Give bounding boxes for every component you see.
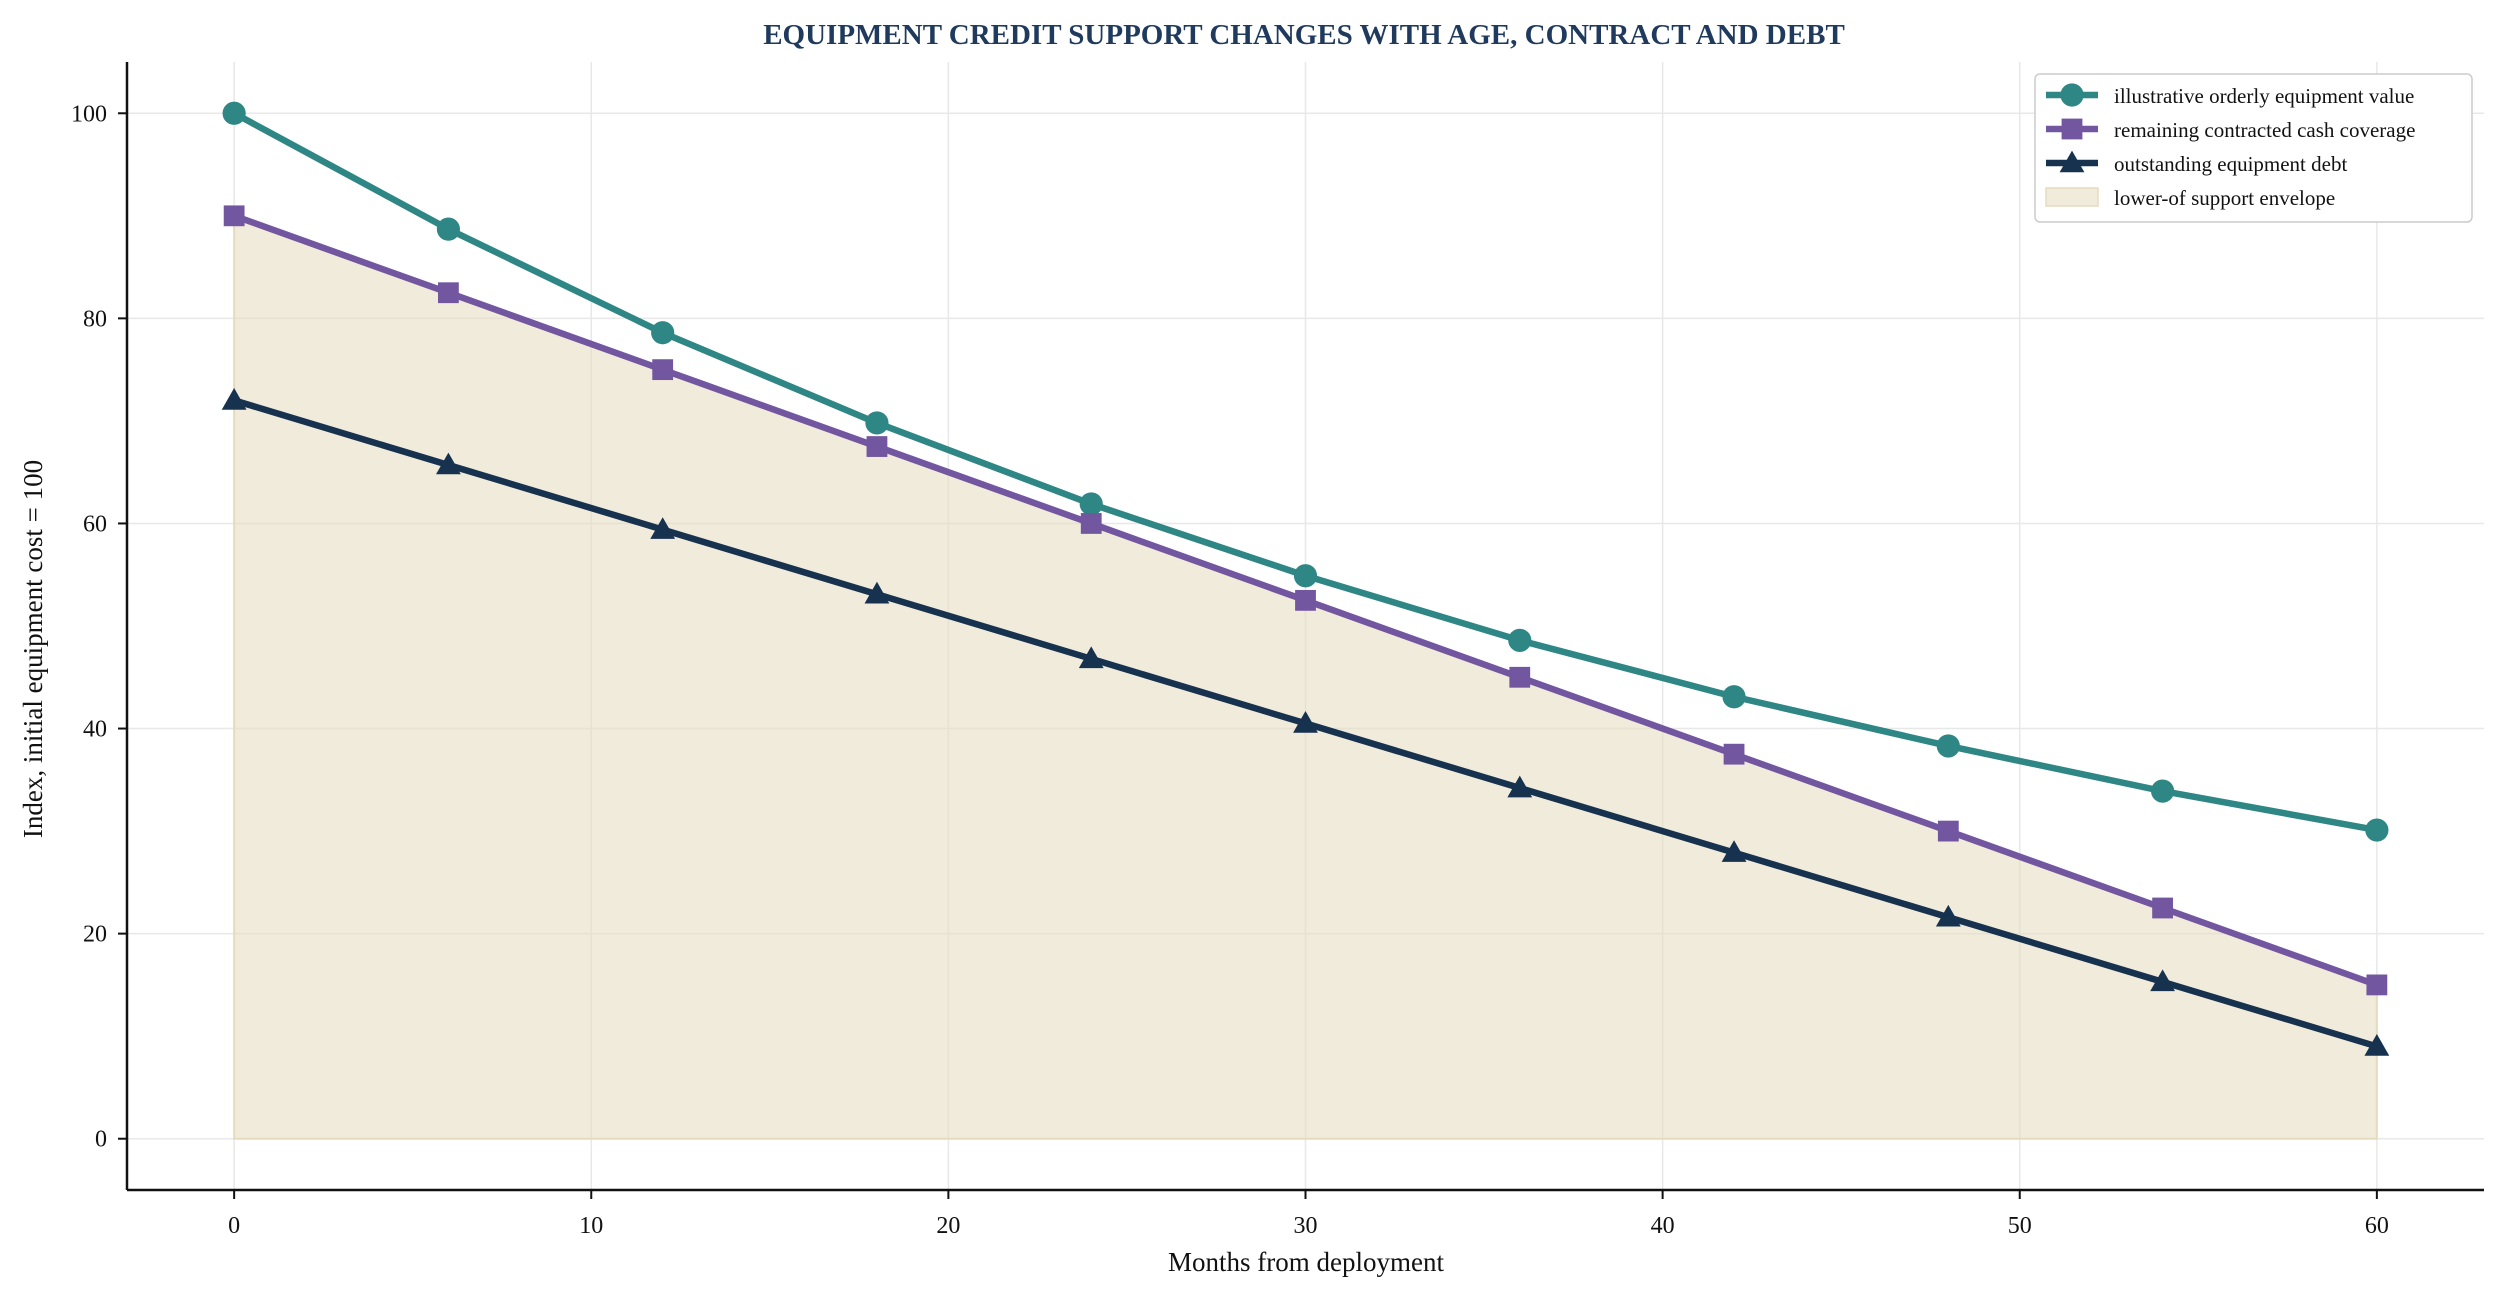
data-point-contracted-cash-coverage [1937, 820, 1959, 842]
data-point-contracted-cash-coverage [1295, 589, 1316, 611]
data-point-equipment-value [2150, 779, 2175, 803]
data-point-equipment-value [1508, 628, 1532, 652]
y-tick-label: 100 [71, 101, 107, 127]
data-point-equipment-debt [436, 452, 461, 475]
x-tick-label: 50 [2008, 1213, 2032, 1239]
data-point-equipment-value [1079, 492, 1103, 516]
data-point-equipment-value [1722, 685, 1746, 709]
series-contracted-cash-coverage [223, 205, 2388, 996]
legend-label-support-envelope: lower-of support envelope [2114, 186, 2335, 210]
data-point-contracted-cash-coverage [866, 436, 888, 457]
data-point-equipment-debt [1721, 840, 1747, 862]
data-point-equipment-debt [2364, 1034, 2390, 1056]
x-tick-label: 30 [1294, 1213, 1318, 1239]
data-point-equipment-debt [1293, 711, 1318, 733]
data-point-equipment-value [1293, 564, 1318, 588]
legend-label-contracted-cash-coverage: remaining contracted cash coverage [2114, 118, 2415, 142]
data-point-contracted-cash-coverage [1509, 666, 1531, 688]
data-point-contracted-cash-coverage [438, 282, 459, 304]
data-point-contracted-cash-coverage [1080, 513, 1102, 534]
y-tick-label: 80 [83, 306, 107, 332]
series-lines [221, 101, 2390, 1056]
legend-marker-equipment-debt [2059, 150, 2085, 173]
x-tick-label: 60 [2365, 1213, 2389, 1239]
legend-marker-contracted-cash-coverage [2061, 118, 2083, 140]
y-tick-label: 60 [83, 511, 107, 537]
data-point-equipment-value [436, 217, 461, 241]
data-point-contracted-cash-coverage [1723, 743, 1745, 765]
series-equipment-debt [221, 388, 2390, 1056]
data-point-equipment-value [865, 411, 889, 435]
series-equipment-value [222, 101, 2389, 842]
legend-box [2034, 73, 2473, 223]
x-axis-title: Months from deployment [1168, 1247, 1444, 1277]
axis-ticks: 0 10 20 30 40 50 60 0 20 40 60 80 100 [71, 101, 2389, 1239]
x-tick-label: 0 [228, 1213, 240, 1239]
chart-title: EQUIPMENT CREDIT SUPPORT CHANGES WITH AG… [763, 19, 1845, 51]
data-point-contracted-cash-coverage [223, 205, 245, 227]
data-point-equipment-value [651, 321, 675, 345]
x-tick-label: 10 [579, 1213, 603, 1239]
data-point-equipment-debt [650, 517, 676, 539]
data-point-equipment-debt [2150, 969, 2175, 992]
data-point-equipment-debt [1935, 904, 1961, 927]
data-point-contracted-cash-coverage [2152, 897, 2173, 919]
legend-label-equipment-debt: outstanding equipment debt [2114, 152, 2347, 176]
data-point-equipment-value [222, 101, 246, 125]
x-tick-label: 40 [1651, 1213, 1675, 1239]
data-point-equipment-debt [1078, 646, 1104, 669]
y-tick-label: 20 [83, 922, 107, 948]
legend-label-equipment-value: illustrative orderly equipment value [2114, 84, 2414, 108]
data-point-equipment-debt [864, 581, 890, 604]
y-tick-label: 40 [83, 717, 107, 743]
y-tick-label: 0 [95, 1127, 107, 1153]
legend-swatch-support-envelope [2045, 187, 2099, 207]
data-point-contracted-cash-coverage [652, 359, 674, 381]
data-point-equipment-debt [1507, 775, 1533, 798]
y-axis-title: Index, initial equipment cost = 100 [18, 460, 48, 838]
legend: illustrative orderly equipment value rem… [2034, 73, 2473, 223]
legend-marker-equipment-value [2060, 83, 2084, 107]
data-point-equipment-debt [221, 388, 247, 410]
x-tick-label: 20 [936, 1213, 960, 1239]
data-point-contracted-cash-coverage [2366, 974, 2388, 996]
data-point-equipment-value [2365, 818, 2389, 842]
data-point-equipment-value [1936, 734, 1960, 758]
